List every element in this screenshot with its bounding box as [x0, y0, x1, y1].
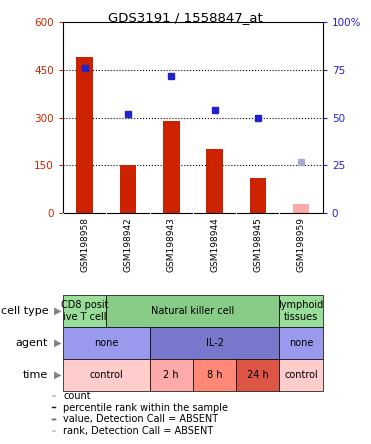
- Text: percentile rank within the sample: percentile rank within the sample: [63, 403, 228, 412]
- FancyBboxPatch shape: [279, 295, 323, 327]
- Bar: [120, 165, 136, 213]
- Bar: [250, 178, 266, 213]
- Text: none: none: [94, 338, 119, 348]
- Text: lymphoid
tissues: lymphoid tissues: [279, 301, 324, 322]
- Text: 24 h: 24 h: [247, 370, 269, 380]
- Text: control: control: [89, 370, 123, 380]
- Text: GSM198943: GSM198943: [167, 217, 176, 272]
- FancyBboxPatch shape: [236, 359, 279, 391]
- FancyBboxPatch shape: [279, 359, 323, 391]
- Text: GSM198959: GSM198959: [297, 217, 306, 272]
- Text: time: time: [23, 370, 48, 380]
- Bar: [163, 121, 180, 213]
- FancyBboxPatch shape: [63, 327, 150, 359]
- Text: GSM198942: GSM198942: [124, 217, 132, 272]
- Text: ▶: ▶: [54, 338, 61, 348]
- Text: Natural killer cell: Natural killer cell: [151, 306, 234, 316]
- Text: 8 h: 8 h: [207, 370, 222, 380]
- Text: ▶: ▶: [54, 306, 61, 316]
- FancyBboxPatch shape: [150, 327, 279, 359]
- Text: value, Detection Call = ABSENT: value, Detection Call = ABSENT: [63, 414, 218, 424]
- FancyBboxPatch shape: [52, 419, 56, 420]
- Text: GSM198944: GSM198944: [210, 217, 219, 272]
- Text: GSM198958: GSM198958: [80, 217, 89, 272]
- Text: GSM198945: GSM198945: [253, 217, 262, 272]
- Bar: [293, 204, 309, 213]
- Text: cell type: cell type: [1, 306, 48, 316]
- FancyBboxPatch shape: [279, 327, 323, 359]
- FancyBboxPatch shape: [106, 295, 279, 327]
- FancyBboxPatch shape: [63, 359, 150, 391]
- Text: control: control: [284, 370, 318, 380]
- FancyBboxPatch shape: [150, 359, 193, 391]
- Text: none: none: [289, 338, 313, 348]
- FancyBboxPatch shape: [52, 407, 56, 408]
- Bar: [206, 150, 223, 213]
- Text: 2 h: 2 h: [164, 370, 179, 380]
- Text: count: count: [63, 391, 91, 401]
- Text: CD8 posit
ive T cell: CD8 posit ive T cell: [61, 301, 108, 322]
- Bar: [76, 57, 93, 213]
- Text: GDS3191 / 1558847_at: GDS3191 / 1558847_at: [108, 11, 263, 24]
- Text: IL-2: IL-2: [206, 338, 224, 348]
- Text: rank, Detection Call = ABSENT: rank, Detection Call = ABSENT: [63, 426, 213, 436]
- FancyBboxPatch shape: [63, 295, 106, 327]
- FancyBboxPatch shape: [193, 359, 236, 391]
- Text: agent: agent: [16, 338, 48, 348]
- Text: ▶: ▶: [54, 370, 61, 380]
